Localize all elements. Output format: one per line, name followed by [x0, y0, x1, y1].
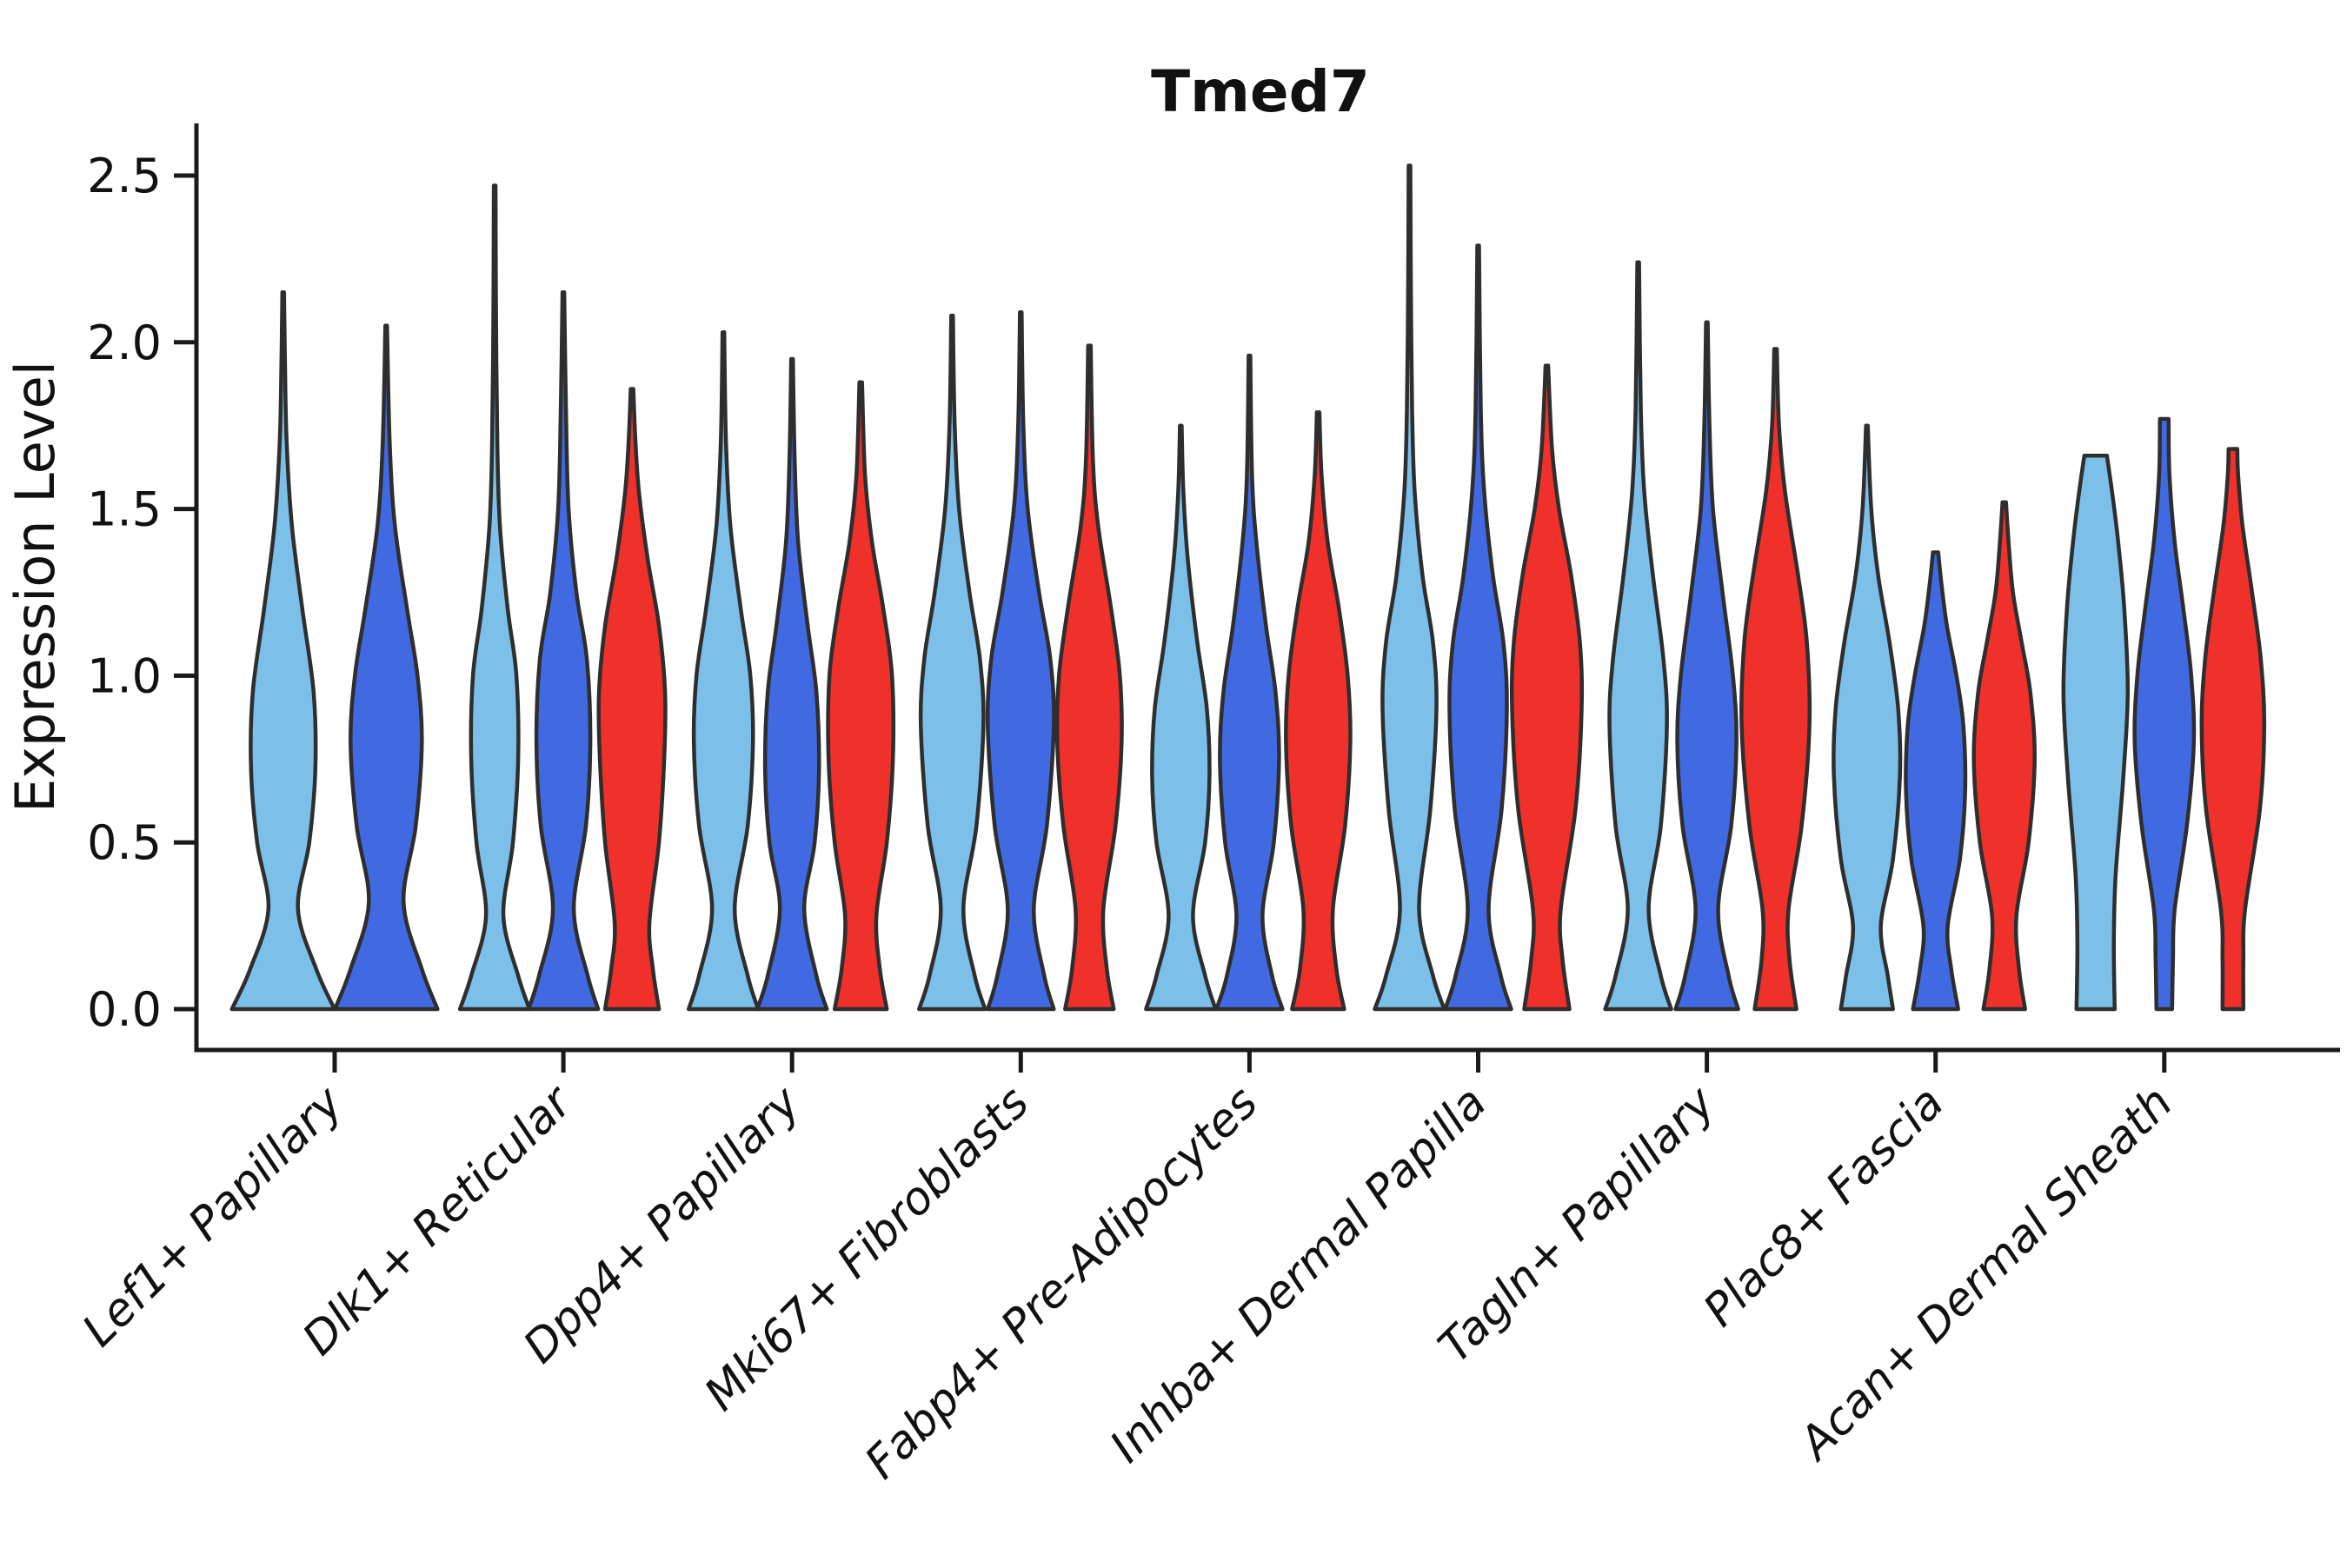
violin	[596, 387, 668, 1012]
y-tick-label: 0.0	[87, 982, 162, 1037]
y-tick-label: 1.5	[87, 482, 162, 537]
violin	[1054, 343, 1124, 1012]
violin	[2199, 447, 2267, 1012]
violin	[1284, 410, 1353, 1012]
violin	[2061, 453, 2131, 1012]
violin	[985, 310, 1056, 1012]
y-tick-label: 0.5	[87, 815, 162, 870]
violin	[1971, 500, 2037, 1012]
violin	[333, 323, 440, 1012]
violin	[1509, 363, 1585, 1012]
axes-layer	[174, 123, 2340, 1073]
x-tick-label: Fabp4+ Pre-Adipocytes	[855, 1077, 1268, 1490]
violin	[1832, 423, 1903, 1012]
y-tick-label: 1.0	[87, 648, 162, 703]
violin	[917, 313, 987, 1012]
violin	[1673, 320, 1740, 1012]
violin	[1443, 243, 1513, 1012]
violin	[1373, 163, 1446, 1012]
violin	[826, 380, 896, 1012]
x-tick-label: Inhba+ Dermal Papilla	[1100, 1077, 1497, 1473]
y-axis-label: Expression Level	[3, 361, 67, 813]
violin	[1144, 423, 1218, 1012]
x-tick-label: Acan+ Dermal Sheath	[1788, 1077, 2183, 1472]
violin	[526, 290, 601, 1012]
violin	[457, 183, 532, 1012]
violin	[1904, 550, 1968, 1012]
violin	[229, 290, 337, 1012]
violin	[1214, 353, 1285, 1012]
x-tick-label: Plac8+ Fascia	[1694, 1077, 1954, 1337]
violin	[1739, 347, 1812, 1012]
chart-title: Tmed7	[1151, 58, 1370, 125]
violin	[755, 356, 829, 1012]
y-tick-label: 2.0	[87, 316, 162, 370]
violin	[686, 330, 761, 1012]
violin	[1603, 260, 1673, 1012]
y-tick-label: 2.5	[87, 149, 162, 203]
violin	[2132, 416, 2197, 1012]
violin-layer	[229, 163, 2267, 1012]
